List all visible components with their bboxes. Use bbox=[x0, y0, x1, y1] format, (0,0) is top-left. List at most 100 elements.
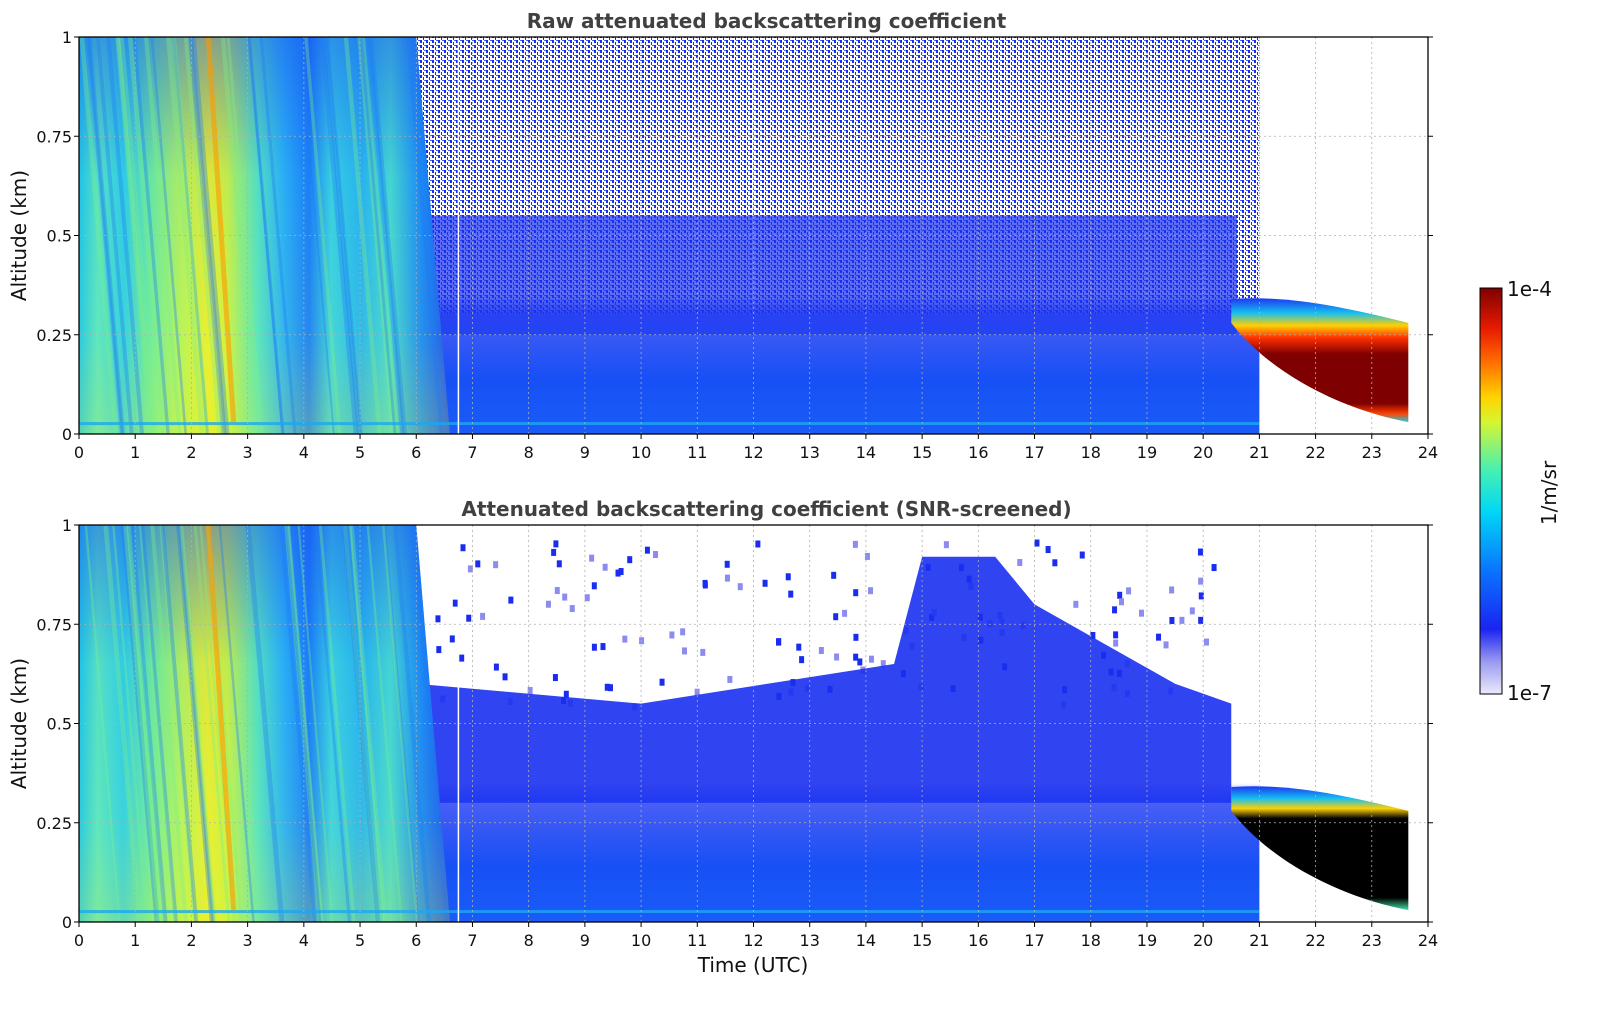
screened-speckle bbox=[1139, 610, 1144, 617]
y-tick-label: 0 bbox=[62, 425, 72, 444]
screened-speckle bbox=[1034, 540, 1039, 547]
x-tick-label: 12 bbox=[743, 443, 763, 462]
screened-speckle bbox=[853, 589, 858, 596]
colorbar-gradient bbox=[1480, 288, 1502, 694]
screened-speckle bbox=[553, 540, 558, 547]
y-tick-label: 0.75 bbox=[36, 127, 72, 146]
screened-speckle bbox=[703, 580, 708, 587]
screened-speckle bbox=[493, 561, 498, 568]
screened-speckle bbox=[592, 582, 597, 589]
screened-speckle bbox=[619, 568, 624, 575]
x-tick-label: 16 bbox=[968, 443, 988, 462]
screened-speckle bbox=[853, 654, 858, 661]
screened-speckle bbox=[1119, 598, 1124, 605]
x-axis-label: Time (UTC) bbox=[697, 953, 809, 977]
colorbar-unit-label: 1/m/sr bbox=[1537, 460, 1561, 525]
screened-speckle bbox=[1117, 592, 1122, 599]
colorbar-max-label: 1e-4 bbox=[1507, 277, 1552, 301]
screened-speckle bbox=[725, 561, 730, 568]
screened-speckle bbox=[1198, 617, 1203, 624]
x-tick-label: 24 bbox=[1418, 443, 1438, 462]
x-tick-label: 20 bbox=[1193, 443, 1213, 462]
x-tick-label: 16 bbox=[968, 931, 988, 950]
screened-speckle bbox=[1113, 631, 1118, 638]
screened-speckle bbox=[592, 644, 597, 651]
screened-speckle bbox=[639, 637, 644, 644]
y-tick-label: 0 bbox=[62, 913, 72, 932]
screened-speckle bbox=[453, 600, 458, 607]
screened-speckle bbox=[480, 613, 485, 620]
screened-speckle bbox=[1073, 601, 1078, 608]
x-tick-label: 7 bbox=[467, 931, 477, 950]
screened-speckle bbox=[564, 691, 569, 698]
x-tick-label: 11 bbox=[687, 443, 707, 462]
screened-speckle bbox=[853, 634, 858, 641]
x-tick-label: 12 bbox=[743, 931, 763, 950]
x-tick-label: 3 bbox=[243, 931, 253, 950]
screened-speckle bbox=[1113, 640, 1118, 647]
screened-speckle bbox=[585, 594, 590, 601]
colorbar-min-label: 1e-7 bbox=[1507, 681, 1552, 705]
screened-speckle bbox=[503, 673, 508, 680]
x-tick-label: 5 bbox=[355, 931, 365, 950]
screened-speckle bbox=[601, 643, 606, 650]
panel-title: Raw attenuated backscattering coefficien… bbox=[527, 9, 1007, 33]
screened-speckle bbox=[796, 644, 801, 651]
y-axis-label: Altitude (km) bbox=[7, 658, 31, 789]
x-tick-label: 13 bbox=[800, 931, 820, 950]
screened-speckle bbox=[755, 540, 760, 547]
panels: 0 1 2 3 4 5 6 7 8 9 10 11 12 13 14 15 16 17 18 19 20 21 22 23 24… bbox=[7, 9, 1438, 977]
y-tick-label: 0.25 bbox=[36, 814, 72, 833]
x-tick-label: 22 bbox=[1305, 931, 1325, 950]
screened-speckle bbox=[944, 541, 949, 548]
screened-speckle bbox=[627, 556, 632, 563]
x-tick-label: 18 bbox=[1081, 443, 1101, 462]
screened-speckle bbox=[660, 679, 665, 686]
surface-band bbox=[79, 910, 1259, 913]
screened-speckle bbox=[1126, 587, 1131, 594]
screened-speckle bbox=[562, 594, 567, 601]
y-tick-label: 0.25 bbox=[36, 326, 72, 345]
screened-speckle bbox=[608, 684, 613, 691]
surface-band bbox=[79, 422, 1259, 425]
screened-speckle bbox=[436, 646, 441, 653]
screened-speckle bbox=[680, 628, 685, 635]
screened-speckle bbox=[1212, 564, 1217, 571]
screened-speckle bbox=[799, 656, 804, 663]
screened-speckle bbox=[553, 674, 558, 681]
x-tick-label: 14 bbox=[856, 443, 876, 462]
boundary-layer bbox=[416, 783, 1259, 922]
heatmap-2 bbox=[79, 525, 1408, 922]
screened-speckle bbox=[842, 610, 847, 617]
x-tick-label: 20 bbox=[1193, 931, 1213, 950]
heatmap-1 bbox=[79, 37, 1408, 434]
screened-speckle bbox=[460, 544, 465, 551]
screened-speckle bbox=[869, 656, 874, 663]
x-tick-label: 7 bbox=[467, 443, 477, 462]
x-tick-label: 1 bbox=[130, 931, 140, 950]
screened-speckle bbox=[669, 631, 674, 638]
y-tick-label: 1 bbox=[62, 516, 72, 535]
screened-speckle bbox=[788, 591, 793, 598]
screened-speckle bbox=[645, 547, 650, 554]
screened-speckle bbox=[1179, 617, 1184, 624]
screened-speckle bbox=[557, 560, 562, 567]
screened-speckle bbox=[570, 605, 575, 612]
screened-speckle bbox=[555, 587, 560, 594]
x-tick-label: 11 bbox=[687, 931, 707, 950]
x-tick-label: 4 bbox=[299, 443, 309, 462]
screened-speckle bbox=[1080, 552, 1085, 559]
screened-speckle bbox=[1198, 578, 1203, 585]
screened-speckle bbox=[763, 580, 768, 587]
x-tick-label: 21 bbox=[1249, 931, 1269, 950]
x-tick-label: 3 bbox=[243, 443, 253, 462]
x-tick-label: 8 bbox=[524, 443, 534, 462]
screened-speckle bbox=[819, 647, 824, 654]
screened-speckle bbox=[868, 587, 873, 594]
x-tick-label: 15 bbox=[912, 443, 932, 462]
y-tick-label: 0.5 bbox=[47, 715, 72, 734]
x-tick-label: 0 bbox=[74, 443, 84, 462]
screened-speckle bbox=[494, 664, 499, 671]
x-tick-label: 10 bbox=[631, 931, 651, 950]
screened-speckle bbox=[589, 555, 594, 562]
